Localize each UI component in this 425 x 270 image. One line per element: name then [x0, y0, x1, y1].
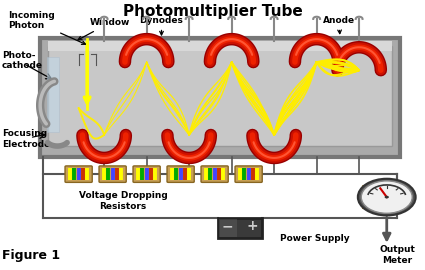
Text: Figure 1: Figure 1 — [2, 249, 60, 262]
FancyBboxPatch shape — [167, 166, 194, 183]
FancyBboxPatch shape — [47, 57, 59, 132]
Text: Photomultiplier Tube: Photomultiplier Tube — [123, 4, 302, 19]
Text: Photo-
cathode: Photo- cathode — [2, 51, 43, 70]
FancyBboxPatch shape — [201, 166, 228, 183]
Text: Incoming
Photon: Incoming Photon — [8, 11, 85, 44]
Text: Focusing
Electrode: Focusing Electrode — [2, 129, 51, 149]
FancyBboxPatch shape — [219, 219, 237, 237]
Text: Voltage Dropping
Resistors: Voltage Dropping Resistors — [79, 191, 167, 211]
FancyBboxPatch shape — [133, 166, 160, 183]
FancyBboxPatch shape — [48, 40, 392, 51]
Text: −: − — [222, 219, 233, 233]
FancyBboxPatch shape — [235, 166, 262, 183]
Text: Dynodes: Dynodes — [139, 16, 184, 35]
Text: Output
Meter: Output Meter — [380, 245, 415, 265]
FancyBboxPatch shape — [48, 46, 392, 146]
FancyBboxPatch shape — [218, 218, 262, 238]
Text: Anode: Anode — [323, 16, 355, 34]
Text: +: + — [247, 219, 258, 233]
FancyBboxPatch shape — [99, 166, 126, 183]
FancyBboxPatch shape — [363, 186, 377, 208]
Circle shape — [361, 181, 412, 213]
Circle shape — [385, 196, 389, 198]
Circle shape — [358, 179, 416, 215]
FancyBboxPatch shape — [40, 38, 400, 157]
Text: Window: Window — [78, 18, 130, 40]
FancyBboxPatch shape — [65, 166, 92, 183]
Text: Power Supply: Power Supply — [280, 234, 350, 244]
